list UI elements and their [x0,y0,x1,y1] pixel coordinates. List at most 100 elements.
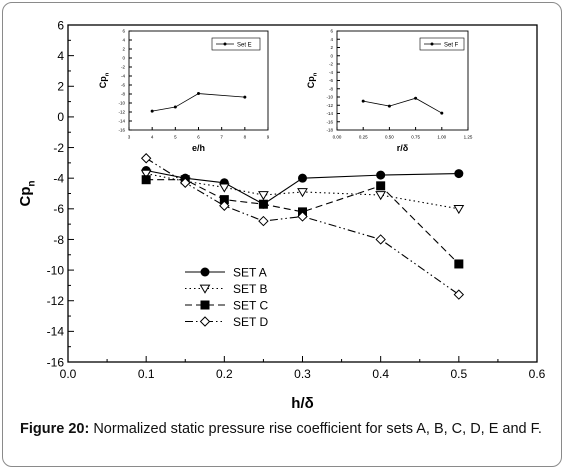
main-y-tick-label: -16 [47,355,65,369]
inset-f-y-tick-label: 2 [330,45,333,50]
inset-e-y-tick-label: -10 [118,101,125,106]
inset-f-x-axis-label: r/δ [397,143,409,153]
main-y-tick-label: -2 [53,141,64,155]
legend-label-2: SET C [233,299,268,313]
inset-f-y-tick-label: -2 [329,62,333,67]
inset-f-x-tick-label: 1.25 [464,135,473,140]
main-x-tick-label: 0.4 [372,367,389,381]
inset-f-x-tick-label: 0.00 [333,135,342,140]
inset-e-legend-box [211,37,261,51]
inset-e-x-tick-label: 6 [197,135,200,140]
main-data-point [453,289,465,300]
main-x-tick-label: 0.5 [450,367,467,381]
figure-frame [2,2,562,467]
inset-f-data-point [440,111,444,115]
inset-f-y-tick-label: -18 [326,128,333,133]
inset-e-x-axis-label: e/h [192,143,205,153]
inset-f-y-axis-label: Cpn [306,72,319,88]
main-data-point [219,195,229,205]
inset-f-y-tick-label: -6 [329,78,333,83]
inset-e-data-point [197,92,200,96]
main-data-point [453,204,465,215]
main-data-point [375,234,386,245]
legend-marker-3 [199,316,211,327]
legend-label-1: SET B [233,282,267,296]
inset-e-y-tick-label: -14 [118,119,125,124]
legend-marker-2 [200,300,210,310]
inset-e-y-tick-label: 4 [122,38,125,43]
main-y-tick-label: -10 [47,263,65,277]
inset-f-legend-label: Set F [444,43,459,49]
inset-e-y-axis-label: Cpn [98,72,111,88]
main-data-point [375,191,387,201]
inset-f-data-point [387,104,391,108]
inset-e-legend-marker [223,42,227,46]
inset-e-series-line-0 [152,93,245,112]
main-y-tick-label: 6 [57,18,64,32]
main-data-point [454,169,464,179]
inset-f-x-tick-label: 0.75 [411,135,420,140]
inset-e-y-tick-label: -8 [121,92,125,97]
inset-e-y-tick-label: 0 [122,56,125,61]
main-x-tick-label: 0.1 [138,367,155,381]
main-y-tick-label: 0 [57,110,64,124]
inset-f-legend-box [419,37,465,51]
inset-e-y-tick-label: -12 [118,110,125,115]
main-y-axis-label: Cpn [17,180,38,206]
main-data-point [140,169,152,179]
inset-e-x-tick-label: 9 [267,135,270,140]
main-y-tick-label: -4 [53,172,64,186]
inset-f-y-tick-label: -16 [326,119,333,124]
inset-f-series-line-0 [363,97,442,114]
inset-e-data-point [173,105,177,109]
inset-e-data-point [150,109,154,113]
main-x-tick-label: 0.2 [216,367,233,381]
main-data-point [180,177,191,188]
inset-f-y-tick-label: 6 [330,29,333,34]
figure-caption: Figure 20: Normalized static pressure ri… [20,420,550,439]
main-x-axis-label: h/δ [291,395,313,412]
inset-e-x-tick-label: 5 [174,135,177,140]
main-data-point [141,175,151,185]
inset-f-legend-marker [430,42,434,46]
main-data-point [219,200,230,211]
main-data-point [258,215,269,227]
legend-label-0: SET A [233,266,267,280]
main-data-point [218,183,230,193]
inset-f-y-tick-label: -4 [329,70,333,75]
main-data-point [454,259,464,269]
inset-f-data-point [361,99,365,103]
main-y-tick-label: -14 [47,325,65,339]
inset-f-x-tick-label: 0.50 [385,135,394,140]
inset-e-y-tick-label: 2 [122,47,125,52]
inset-f-y-tick-label: -14 [326,111,333,116]
main-x-tick-label: 0.3 [294,367,311,381]
main-y-tick-label: -12 [47,294,65,308]
main-y-tick-label: -6 [53,202,64,216]
caption-label: Figure 20: [20,421,90,437]
main-data-point [258,191,269,201]
main-data-point [140,153,152,164]
main-data-point [376,181,386,191]
inset-e-y-tick-label: -2 [121,65,125,70]
main-data-point [297,211,308,222]
inset-f-y-tick-label: -10 [326,95,333,100]
main-x-tick-label: 0.0 [60,367,77,381]
main-x-tick-label: 0.6 [529,367,546,381]
main-y-tick-label: -8 [53,233,64,247]
inset-e-data-point [243,95,247,99]
main-data-point [258,199,268,209]
caption-text: Normalized static pressure rise coeffici… [89,421,542,437]
inset-f-data-point [414,96,418,100]
inset-f-y-tick-label: -8 [329,86,333,91]
inset-e-x-tick-label: 8 [244,135,247,140]
inset-e-legend-label: Set E [237,43,252,49]
inset-f-y-tick-label: 4 [330,37,333,42]
main-data-point [298,173,307,183]
inset-e-y-tick-label: -6 [121,83,125,88]
inset-f-x-tick-label: 0.25 [359,135,368,140]
inset-f-y-tick-label: 0 [330,53,333,58]
inset-e-y-tick-label: -16 [118,128,125,133]
inset-e-x-tick-label: 7 [220,135,223,140]
